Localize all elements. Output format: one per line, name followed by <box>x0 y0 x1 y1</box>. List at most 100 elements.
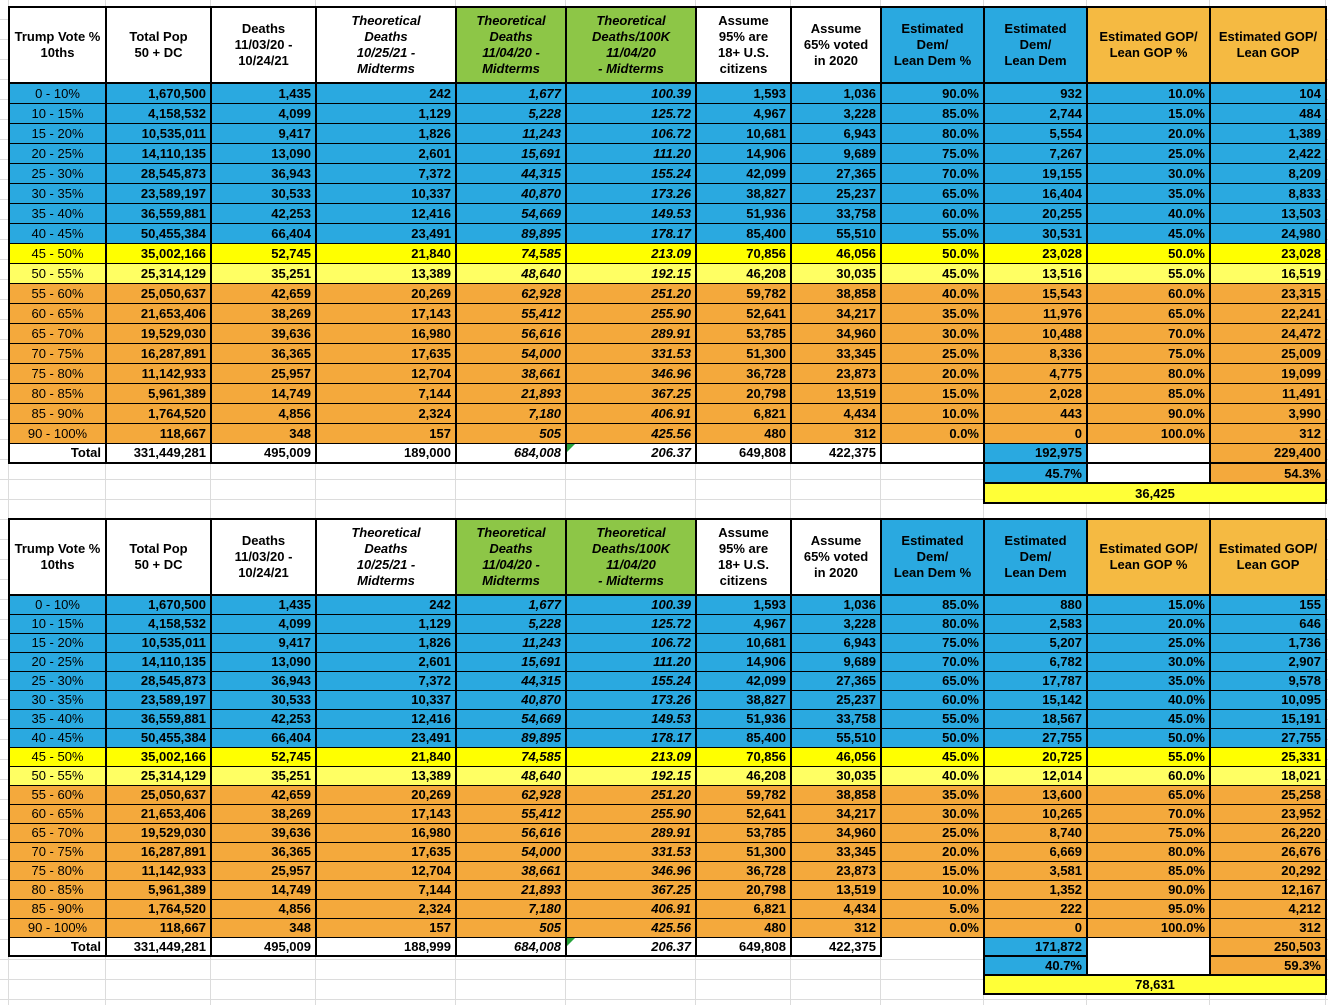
table-cell[interactable]: 30,035 <box>790 262 882 284</box>
table-cell[interactable]: 5.0% <box>880 898 985 919</box>
table-cell[interactable]: 35,002,166 <box>105 242 212 264</box>
table-cell[interactable]: 9,417 <box>210 122 317 144</box>
table-cell[interactable]: 2,583 <box>983 613 1088 634</box>
total-label-cell[interactable]: Total <box>8 442 107 464</box>
table-cell[interactable]: 27,755 <box>1209 727 1327 748</box>
table-cell[interactable]: 30,533 <box>210 689 317 710</box>
table-cell[interactable]: 1,435 <box>210 594 317 615</box>
table-cell[interactable]: 1,677 <box>455 594 567 615</box>
table-cell[interactable]: 5,207 <box>983 632 1088 653</box>
table-cell[interactable]: 55.0% <box>1086 262 1211 284</box>
table-cell[interactable]: 35 - 40% <box>8 708 107 729</box>
table-cell[interactable]: 8,336 <box>983 342 1088 364</box>
total-cell[interactable]: 331,449,281 <box>105 442 212 464</box>
table-cell[interactable]: 13,090 <box>210 651 317 672</box>
table-cell[interactable]: 65.0% <box>1086 302 1211 324</box>
column-header[interactable]: Theoretical Deaths 11/04/20 - Midterms <box>455 518 567 596</box>
table-cell[interactable]: 1,352 <box>983 879 1088 900</box>
table-cell[interactable]: 6,669 <box>983 841 1088 862</box>
table-cell[interactable]: 80.0% <box>880 613 985 634</box>
table-cell[interactable]: 13,600 <box>983 784 1088 805</box>
table-cell[interactable]: 2,422 <box>1209 142 1327 164</box>
table-cell[interactable]: 66,404 <box>210 727 317 748</box>
table-cell[interactable]: 111.20 <box>565 142 697 164</box>
table-cell[interactable]: 5,228 <box>455 102 567 124</box>
table-cell[interactable]: 75.0% <box>1086 342 1211 364</box>
table-cell[interactable]: 62,928 <box>455 282 567 304</box>
table-cell[interactable]: 70.0% <box>880 162 985 184</box>
table-cell[interactable]: 10,535,011 <box>105 632 212 653</box>
table-cell[interactable]: 53,785 <box>695 322 792 344</box>
table-cell[interactable]: 7,180 <box>455 402 567 424</box>
table-cell[interactable]: 36,728 <box>695 860 792 881</box>
table-cell[interactable]: 192.15 <box>565 765 697 786</box>
table-cell[interactable]: 36,943 <box>210 670 317 691</box>
table-cell[interactable]: 70.0% <box>1086 803 1211 824</box>
table-cell[interactable]: 480 <box>695 422 792 444</box>
table-cell[interactable]: 10.0% <box>880 402 985 424</box>
table-cell[interactable]: 85.0% <box>1086 382 1211 404</box>
table-cell[interactable]: 60.0% <box>880 202 985 224</box>
table-cell[interactable]: 40.0% <box>1086 202 1211 224</box>
table-cell[interactable]: 312 <box>790 917 882 938</box>
table-cell[interactable]: 23,315 <box>1209 282 1327 304</box>
table-cell[interactable]: 0 - 10% <box>8 594 107 615</box>
table-cell[interactable]: 51,936 <box>695 202 792 224</box>
table-cell[interactable]: 35.0% <box>880 302 985 324</box>
table-cell[interactable]: 45.0% <box>1086 222 1211 244</box>
column-header[interactable]: Estimated Dem/ Lean Dem % <box>880 518 985 596</box>
table-cell[interactable]: 7,144 <box>315 879 457 900</box>
table-cell[interactable]: 12,167 <box>1209 879 1327 900</box>
table-cell[interactable]: 27,365 <box>790 670 882 691</box>
table-cell[interactable]: 30,533 <box>210 182 317 204</box>
column-header[interactable]: Assume 65% voted in 2020 <box>790 518 882 596</box>
table-cell[interactable]: 85.0% <box>880 102 985 124</box>
table-cell[interactable]: 17,635 <box>315 841 457 862</box>
table-cell[interactable]: 65 - 70% <box>8 322 107 344</box>
column-header[interactable]: Assume 65% voted in 2020 <box>790 6 882 84</box>
table-cell[interactable]: 213.09 <box>565 242 697 264</box>
table-cell[interactable]: 80.0% <box>1086 841 1211 862</box>
table-cell[interactable]: 40 - 45% <box>8 222 107 244</box>
table-cell[interactable]: 11,491 <box>1209 382 1327 404</box>
table-cell[interactable]: 75.0% <box>880 142 985 164</box>
table-cell[interactable]: 90.0% <box>880 82 985 104</box>
table-cell[interactable]: 17,143 <box>315 302 457 324</box>
table-cell[interactable]: 20 - 25% <box>8 651 107 672</box>
total-cell[interactable]: 495,009 <box>210 936 317 957</box>
table-cell[interactable]: 19,529,030 <box>105 822 212 843</box>
table-cell[interactable]: 65.0% <box>1086 784 1211 805</box>
table-cell[interactable]: 7,372 <box>315 670 457 691</box>
table-cell[interactable]: 13,389 <box>315 765 457 786</box>
table-cell[interactable]: 1,764,520 <box>105 402 212 424</box>
table-cell[interactable]: 48,640 <box>455 765 567 786</box>
table-cell[interactable]: 4,434 <box>790 402 882 424</box>
table-cell[interactable]: 85.0% <box>1086 860 1211 881</box>
table-cell[interactable]: 4,967 <box>695 102 792 124</box>
table-cell[interactable]: 20,269 <box>315 282 457 304</box>
table-cell[interactable]: 100.39 <box>565 594 697 615</box>
table-cell[interactable]: 70,856 <box>695 746 792 767</box>
table-cell[interactable]: 4,099 <box>210 613 317 634</box>
blank-cell[interactable] <box>880 442 985 464</box>
table-cell[interactable]: 15 - 20% <box>8 632 107 653</box>
table-cell[interactable]: 36,559,881 <box>105 202 212 224</box>
column-header[interactable]: Total Pop 50 + DC <box>105 6 212 84</box>
table-cell[interactable]: 11,142,933 <box>105 362 212 384</box>
table-cell[interactable]: 11,142,933 <box>105 860 212 881</box>
column-header[interactable]: Estimated Dem/ Lean Dem <box>983 6 1088 84</box>
table-cell[interactable]: 880 <box>983 594 1088 615</box>
table-cell[interactable]: 11,243 <box>455 632 567 653</box>
table-cell[interactable]: 23,873 <box>790 362 882 384</box>
table-cell[interactable]: 54,669 <box>455 202 567 224</box>
table-cell[interactable]: 331.53 <box>565 342 697 364</box>
table-cell[interactable]: 312 <box>1209 917 1327 938</box>
table-cell[interactable]: 13,516 <box>983 262 1088 284</box>
table-cell[interactable]: 50,455,384 <box>105 222 212 244</box>
table-cell[interactable]: 1,677 <box>455 82 567 104</box>
table-cell[interactable]: 5,961,389 <box>105 879 212 900</box>
column-header[interactable]: Theoretical Deaths 11/04/20 - Midterms <box>455 6 567 84</box>
table-cell[interactable]: 125.72 <box>565 102 697 124</box>
table-cell[interactable]: 25 - 30% <box>8 670 107 691</box>
table-cell[interactable]: 173.26 <box>565 689 697 710</box>
